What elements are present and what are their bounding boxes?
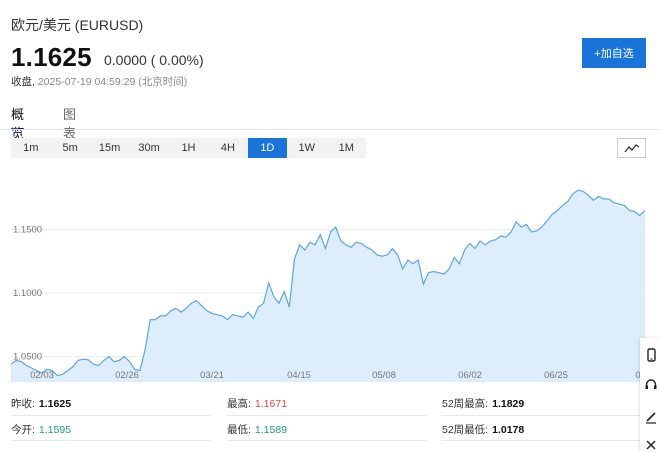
- stat-high: 最高: 1.1671: [227, 396, 287, 411]
- stat-value: 1.1595: [38, 424, 72, 436]
- edit-icon[interactable]: [644, 410, 658, 424]
- stat-prev-close: 昨收: 1.1625: [11, 396, 71, 411]
- stat-52w-high: 52周最高: 1.1829: [442, 396, 524, 411]
- x-tick-label: 05/08: [372, 370, 396, 381]
- stat-label: 今开:: [11, 424, 35, 436]
- stat-label: 最低:: [227, 424, 251, 436]
- current-price: 1.1625: [11, 42, 92, 72]
- side-toolbar: [640, 338, 660, 452]
- stat-value: 1.1625: [38, 398, 72, 410]
- stat-value: 1.1589: [254, 424, 288, 436]
- stat-divider: [442, 415, 646, 416]
- stat-label: 52周最低:: [442, 424, 489, 436]
- phone-icon[interactable]: [644, 348, 658, 362]
- price-change: 0.0000 ( 0.00%): [104, 52, 204, 68]
- stat-label: 最高:: [227, 398, 251, 410]
- stat-divider: [227, 415, 427, 416]
- period-1mo[interactable]: 1M: [338, 142, 354, 154]
- stat-label: 52周最高:: [442, 398, 489, 410]
- period-1w[interactable]: 1W: [298, 142, 316, 154]
- stat-value: 1.1829: [492, 398, 525, 410]
- close-timestamp: 2025-07-19 04:59:29 (北京时间): [34, 76, 188, 88]
- tab-chart[interactable]: 图表: [63, 107, 77, 141]
- y-tick-label: 1.1000: [13, 288, 42, 299]
- chart-type-toggle[interactable]: [617, 138, 646, 158]
- page-title: 欧元/美元 (EURUSD): [11, 17, 144, 33]
- x-tick-label: 04/15: [287, 370, 311, 381]
- period-1h[interactable]: 1H: [181, 142, 196, 154]
- period-4h[interactable]: 4H: [220, 142, 235, 154]
- line-chart-icon: [623, 144, 639, 153]
- period-1m[interactable]: 1m: [23, 142, 39, 154]
- period-5m[interactable]: 5m: [62, 142, 78, 154]
- stat-value: 1.1671: [254, 398, 288, 410]
- x-tick-label: 06/02: [458, 370, 482, 381]
- headset-icon[interactable]: [644, 378, 658, 392]
- close-time: 收盘, 2025-07-19 04:59:29 (北京时间): [11, 74, 187, 89]
- price-line: [11, 189, 646, 377]
- y-tick-label: 1.1500: [13, 225, 42, 236]
- stat-divider: [442, 440, 646, 441]
- price-chart[interactable]: 1.0500 1.1000 1.1500 02/03 02/26 03/21 04/15 0…: [11, 166, 646, 382]
- stat-52w-low: 52周最低: 1.0178: [442, 422, 524, 437]
- stat-low: 最低: 1.1589: [227, 422, 287, 437]
- stat-divider: [11, 440, 211, 441]
- stat-value: 1.0178: [492, 424, 525, 436]
- x-tick-label: 02/03: [30, 370, 54, 381]
- period-selector: 1m 5m 15m 30m 1H 4H 1D 1W 1M: [11, 138, 366, 158]
- y-tick-label: 1.0500: [13, 352, 42, 363]
- price-area-fill: [11, 190, 645, 382]
- x-tick-label: 06/25: [544, 370, 568, 381]
- x-tick-label: 02/26: [115, 370, 139, 381]
- add-watchlist-button[interactable]: +加自选: [582, 38, 646, 68]
- close-label: 收盘,: [11, 76, 35, 88]
- stat-label: 昨收:: [11, 398, 35, 410]
- period-1d[interactable]: 1D: [247, 138, 288, 158]
- period-15m[interactable]: 15m: [98, 142, 121, 154]
- tab-overview[interactable]: 概览: [11, 104, 25, 141]
- stat-divider: [11, 415, 211, 416]
- period-30m[interactable]: 30m: [138, 142, 160, 154]
- x-tick-label: 03/21: [200, 370, 224, 381]
- more-icon[interactable]: [644, 438, 658, 452]
- stat-open: 今开: 1.1595: [11, 422, 71, 437]
- tab-divider: [0, 129, 660, 130]
- stat-divider: [227, 440, 427, 441]
